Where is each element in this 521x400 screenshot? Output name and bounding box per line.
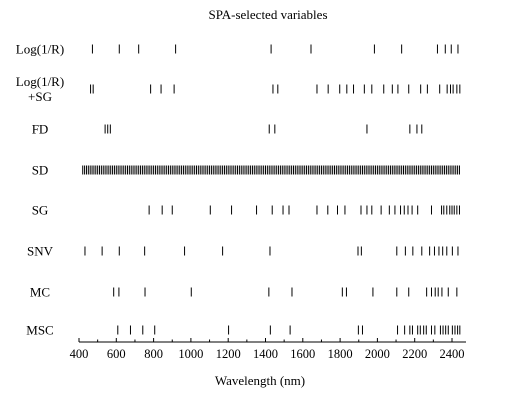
x-tick-label: 600 xyxy=(107,347,126,361)
series-label: SG xyxy=(32,203,49,218)
series-label: SD xyxy=(32,163,49,178)
series-label: Log(1/R) xyxy=(16,42,64,57)
x-tick-label: 2400 xyxy=(440,347,465,361)
series-label: +SG xyxy=(28,89,52,104)
x-tick-label: 1200 xyxy=(216,347,241,361)
series-label: MC xyxy=(30,285,50,300)
x-tick-label: 1400 xyxy=(253,347,278,361)
x-axis-ticks: 400 600 800 1000 1200 1400 1600 1800 2000 2200 240… xyxy=(70,338,465,361)
x-tick-label: 2000 xyxy=(365,347,390,361)
x-tick-label: 1000 xyxy=(178,347,203,361)
series-label: MSC xyxy=(26,323,53,338)
series-label: FD xyxy=(32,122,49,137)
x-tick-label: 2200 xyxy=(402,347,427,361)
x-tick-label: 800 xyxy=(144,347,163,361)
x-tick-label: 1800 xyxy=(328,347,353,361)
x-tick-label: 400 xyxy=(70,347,89,361)
series-label: SNV xyxy=(27,244,54,259)
chart-marks xyxy=(82,44,461,335)
x-axis-label: Wavelength (nm) xyxy=(215,373,305,388)
series-label: Log(1/R) xyxy=(16,74,64,89)
x-tick-label: 1600 xyxy=(290,347,315,361)
chart-title: SPA-selected variables xyxy=(208,7,327,22)
